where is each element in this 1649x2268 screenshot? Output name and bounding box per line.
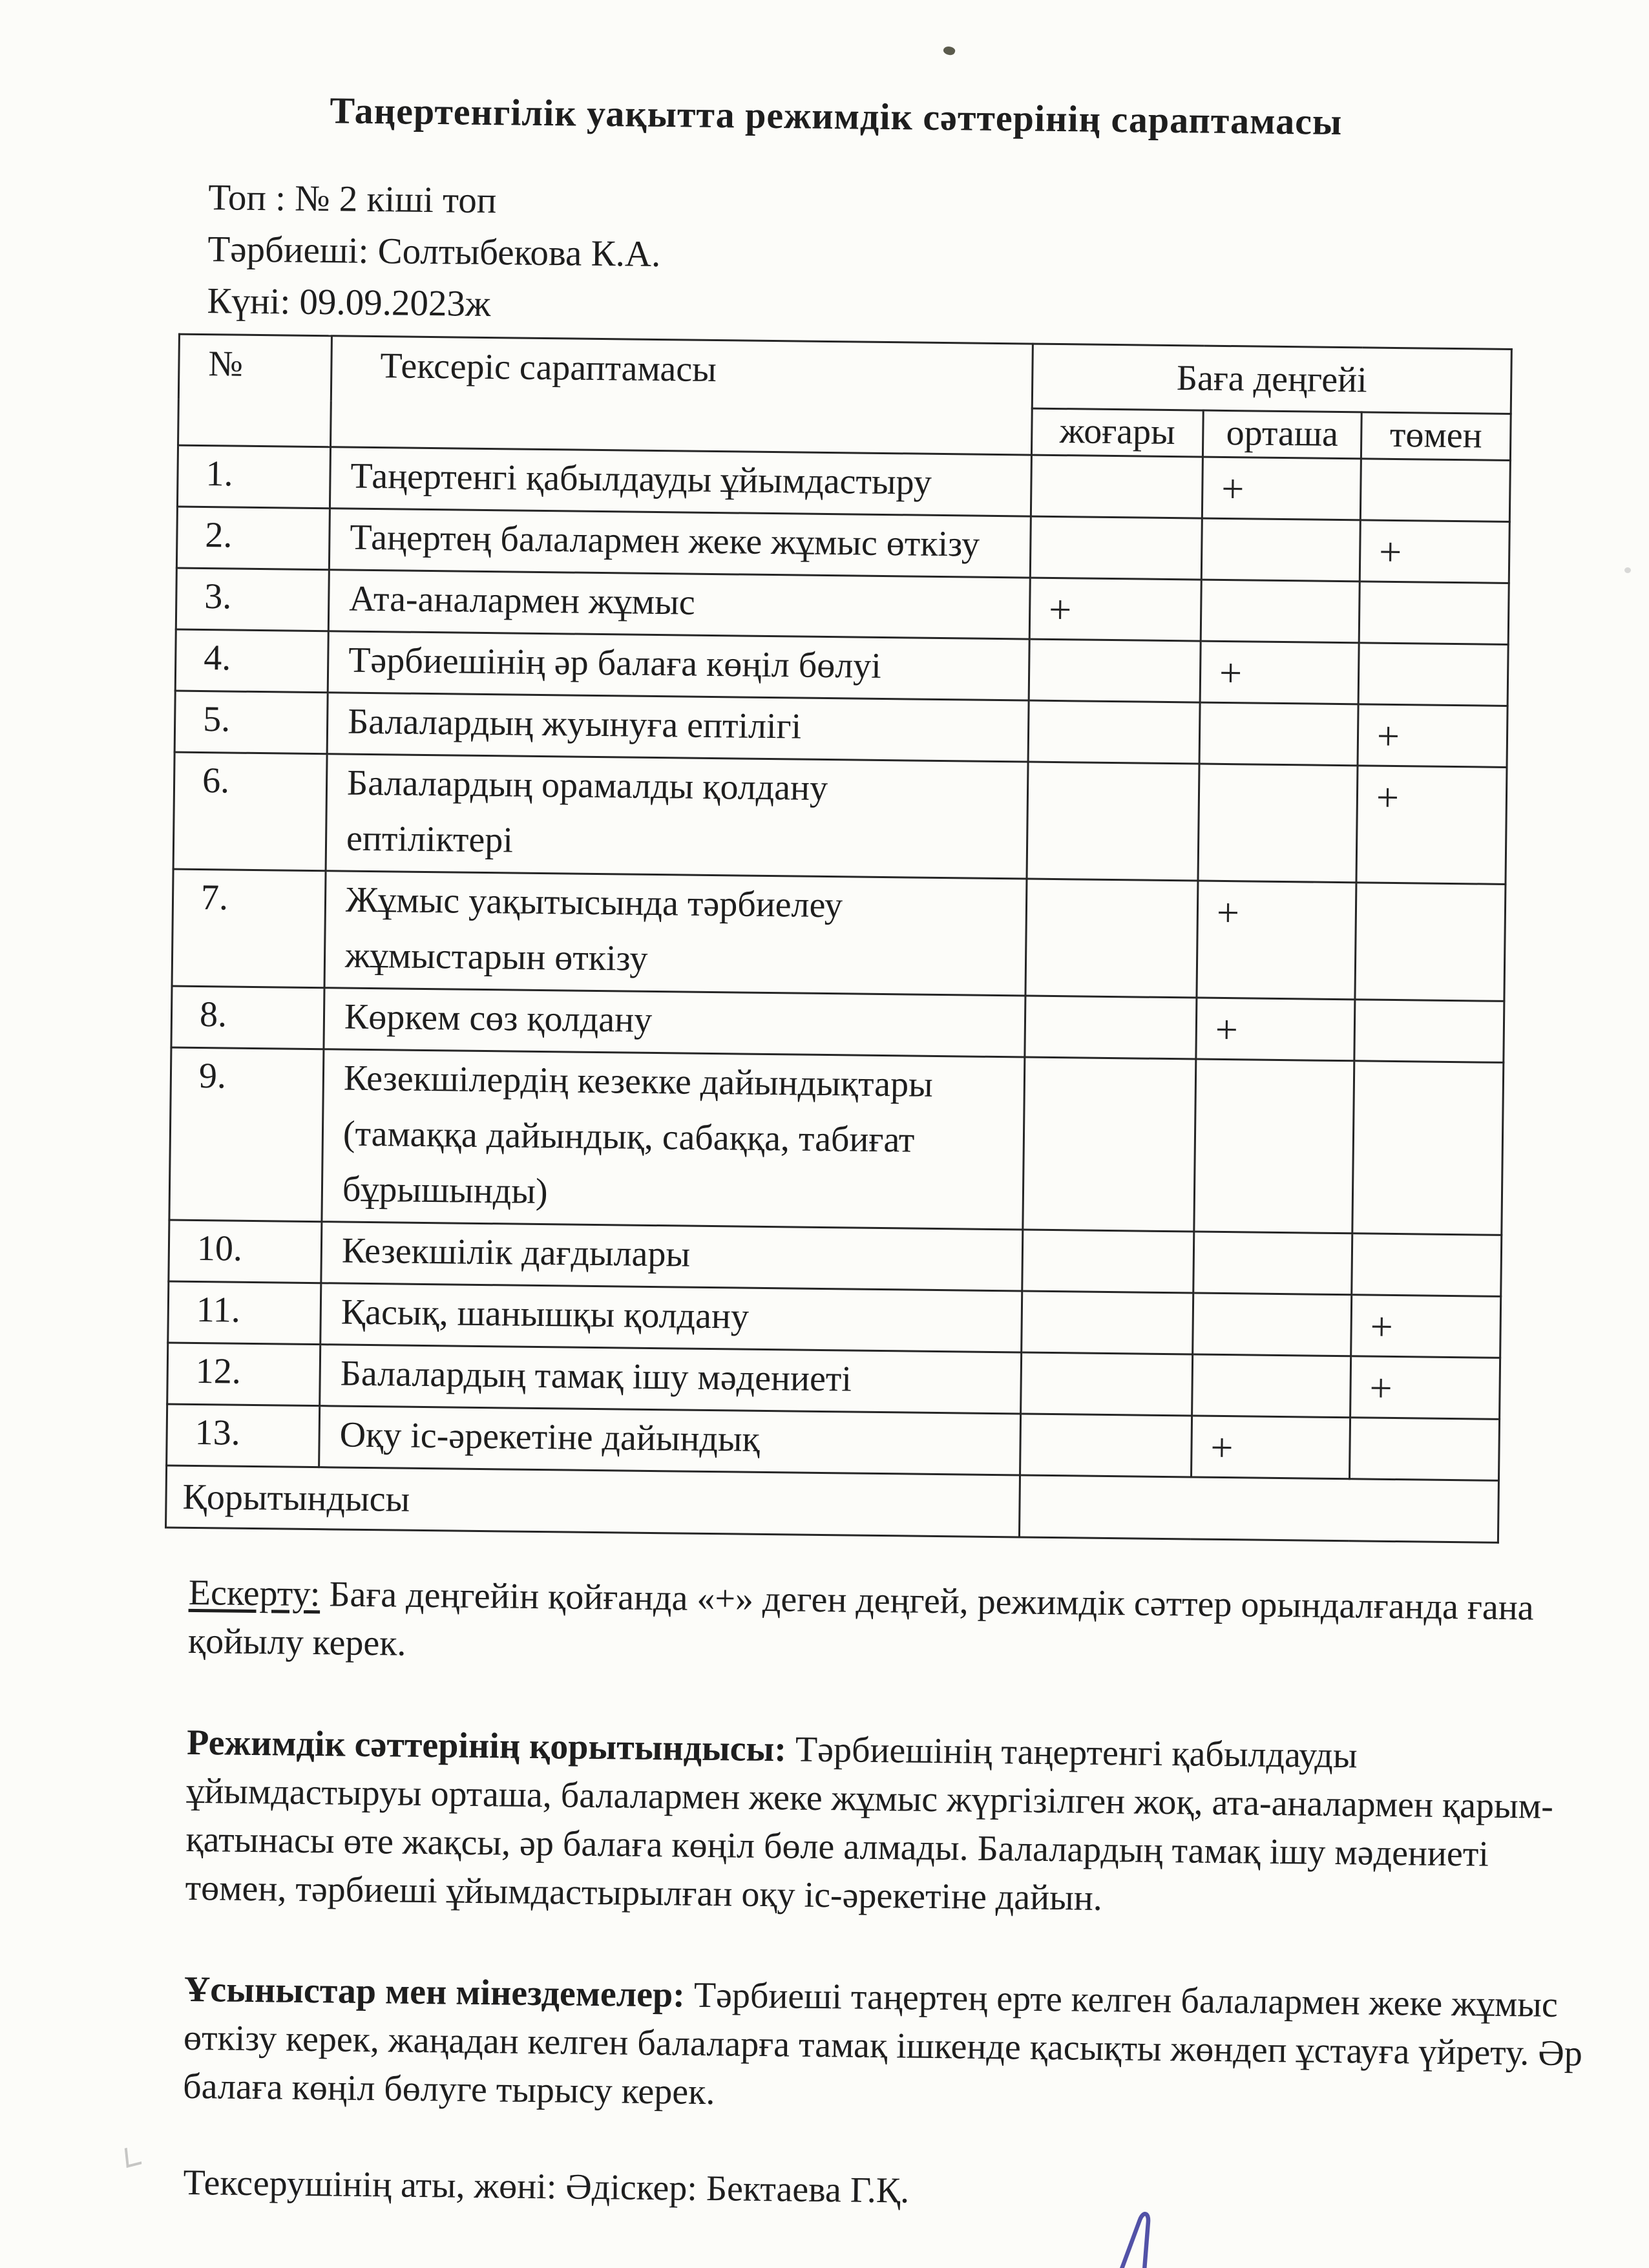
mark-high xyxy=(1022,1057,1196,1232)
row-number: 1. xyxy=(177,445,331,509)
mark-medium: + xyxy=(1200,641,1360,704)
summary-row-empty-cell xyxy=(1019,1475,1499,1543)
row-criteria: Балалардың жуынуға ептілігі xyxy=(327,692,1029,762)
page-title: Таңертенгілік уақытта режимдік сәттеріні… xyxy=(330,89,1343,143)
row-criteria: Көркем сөз қолдану xyxy=(323,987,1025,1058)
row-criteria: Кезекшілердің кезекке дайындықтары (тама… xyxy=(321,1049,1025,1230)
row-criteria: Ата-аналармен жұмыс xyxy=(328,569,1031,640)
row-criteria: Жұмыс уақытысында тәрбиелеу жұмыстарын ө… xyxy=(324,870,1027,996)
mark-high: + xyxy=(1029,578,1202,642)
note-text: Баға деңгейін қойғанда «+» деген деңгей,… xyxy=(187,1574,1534,1664)
column-header-number: № xyxy=(178,334,332,447)
handwritten-signature xyxy=(972,2212,1159,2268)
mark-low xyxy=(1352,1060,1504,1235)
document-meta: Топ : № 2 кіші топ Тәрбиеші: Солтыбекова… xyxy=(207,172,1649,343)
mark-high xyxy=(1025,879,1198,998)
mark-medium: + xyxy=(1202,457,1361,520)
mark-high xyxy=(1021,1290,1193,1354)
row-criteria: Оқу іс-әрекетіне дайындық xyxy=(319,1405,1021,1475)
mark-medium xyxy=(1201,580,1360,643)
note-paragraph: Ескерту: Баға деңгейін қойғанда «+» деге… xyxy=(188,1569,1590,1682)
summary-paragraph: Режимдік сәттерінің қорытындысы: Тәрбиеш… xyxy=(185,1719,1588,1929)
mark-high xyxy=(1020,1352,1193,1416)
row-criteria: Таңертенгі қабылдауды ұйымдастыру xyxy=(330,446,1032,517)
mark-high xyxy=(1030,516,1203,580)
row-number: 12. xyxy=(167,1342,320,1406)
row-criteria: Қасық, шанышқы қолдану xyxy=(320,1283,1022,1352)
row-number: 13. xyxy=(166,1403,320,1467)
table-row: 7. Жұмыс уақытысында тәрбиелеу жұмыстарын… xyxy=(172,869,1506,1002)
mark-low xyxy=(1358,642,1509,706)
note-label: Ескерту: xyxy=(188,1572,320,1615)
mark-high xyxy=(1022,1229,1194,1293)
row-criteria: Кезекшілік дағдылары xyxy=(320,1221,1023,1291)
assessment-table: № Тексеріс сараптамасы Баға деңгейі жоға… xyxy=(165,333,1513,1544)
mark-low: + xyxy=(1358,704,1508,768)
column-header-rating: Баға деңгейі xyxy=(1032,344,1512,414)
mark-low xyxy=(1360,458,1511,522)
table-row: 9. Кезекшілердің кезекке дайындықтары (та… xyxy=(169,1047,1504,1235)
table-header-row: № Тексеріс сараптамасы Баға деңгейі xyxy=(178,334,1512,456)
recommendations-label: Ұсыныстар мен мінездемелер: xyxy=(184,1969,686,2015)
mark-high xyxy=(1031,455,1203,519)
column-header-medium: орташа xyxy=(1203,410,1362,459)
scan-speck xyxy=(1624,567,1631,573)
mark-low: + xyxy=(1350,1294,1501,1358)
row-criteria: Балалардың тамақ ішу мәдениеті xyxy=(319,1344,1022,1414)
mark-medium xyxy=(1193,1231,1352,1295)
table-row: 6. Балалардың орамалды қолдану ептіліктер… xyxy=(173,752,1507,885)
mark-medium xyxy=(1197,764,1358,883)
summary-label: Режимдік сәттерінің қорытындысы: xyxy=(186,1722,787,1770)
row-number: 3. xyxy=(176,568,330,631)
row-number: 7. xyxy=(172,869,326,988)
mark-high xyxy=(1028,700,1201,764)
row-criteria: Тәрбиешінің әр балаға көңіл бөлуі xyxy=(328,631,1030,701)
mark-high xyxy=(1020,1413,1192,1477)
mark-medium xyxy=(1192,1292,1352,1356)
row-criteria: Таңертең балалармен жеке жұмыс өткізу xyxy=(329,508,1031,578)
mark-low xyxy=(1351,1233,1502,1297)
row-number: 8. xyxy=(171,986,325,1049)
mark-high xyxy=(1027,762,1200,881)
column-header-high: жоғары xyxy=(1031,408,1204,457)
mark-high xyxy=(1029,639,1201,703)
mark-low xyxy=(1354,882,1506,1002)
mark-low xyxy=(1354,999,1504,1063)
row-number: 4. xyxy=(175,629,329,693)
mark-high xyxy=(1024,996,1197,1060)
column-header-criteria: Тексеріс сараптамасы xyxy=(330,335,1033,456)
mark-medium: + xyxy=(1191,1415,1350,1479)
mark-medium xyxy=(1192,1354,1351,1418)
mark-low xyxy=(1359,581,1509,645)
mark-low xyxy=(1349,1417,1500,1481)
signature-row: Күні «09 »09.2023 ж. Қолы xyxy=(0,2212,1636,2268)
mark-medium xyxy=(1201,518,1361,582)
mark-medium xyxy=(1199,702,1359,766)
scan-speck xyxy=(124,2145,142,2168)
inspector-name-line: Тексерушінің аты, жөні: Әдіскер: Бектаев… xyxy=(183,2162,910,2211)
mark-medium xyxy=(1193,1059,1354,1234)
row-number: 6. xyxy=(173,752,328,871)
recommendations-paragraph: Ұсыныстар мен мінездемелер: Тәрбиеші таң… xyxy=(183,1966,1585,2127)
mark-medium: + xyxy=(1195,998,1355,1061)
mark-low: + xyxy=(1360,520,1510,583)
row-number: 10. xyxy=(168,1220,322,1283)
mark-low: + xyxy=(1356,765,1507,885)
row-criteria: Балалардың орамалды қолдану ептіліктері xyxy=(326,753,1029,879)
mark-low: + xyxy=(1350,1356,1500,1420)
summary-row-label: Қорытындысы xyxy=(165,1465,1020,1537)
mark-medium: + xyxy=(1196,881,1356,1000)
row-number: 9. xyxy=(169,1047,324,1222)
row-number: 2. xyxy=(176,507,330,570)
column-header-low: төмен xyxy=(1361,412,1511,461)
row-number: 5. xyxy=(174,691,328,754)
row-number: 11. xyxy=(167,1281,321,1345)
